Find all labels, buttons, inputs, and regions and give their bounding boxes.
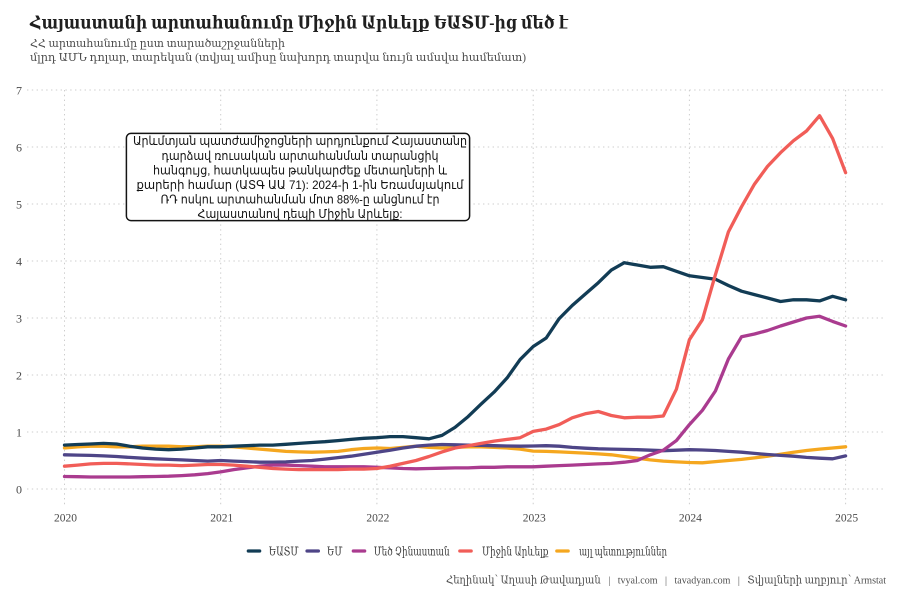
svg-text:Մեծ Չինաստան: Մեծ Չինաստան bbox=[374, 545, 450, 559]
svg-text:Արևմտյան պատժամիջոցների արդյու: Արևմտյան պատժամիջոցների արդյունքում Հայա… bbox=[133, 134, 467, 148]
svg-text:հանգույց, հատկապես թանկարժեք մ: հանգույց, հատկապես թանկարժեք մետաղների և bbox=[153, 163, 447, 177]
svg-text:մլրդ ԱՄՆ դոլար, տարեկան (տվյալ: մլրդ ԱՄՆ դոլար, տարեկան (տվյալ ամիսը նախ… bbox=[30, 52, 526, 64]
svg-text:Հայաստանի արտահանումը Միջին Ար: Հայաստանի արտահանումը Միջին Արևելք ԵԱՏՄ-… bbox=[29, 13, 568, 33]
svg-text:Հեղինակ՝ Աղասի Թավադյան |: Հեղինակ՝ Աղասի Թավադյան | tvyal.com | ta… bbox=[446, 575, 886, 587]
svg-text:ԵՄ: ԵՄ bbox=[327, 545, 343, 559]
svg-text:Հայաստանով դեպի Միջին Արևելք:: Հայաստանով դեպի Միջին Արևելք: bbox=[198, 207, 403, 221]
svg-text:0: 0 bbox=[16, 482, 22, 496]
svg-text:ՌԴ ոսկու արտահանման մոտ 88%-ը: ՌԴ ոսկու արտահանման մոտ 88%-ը անցնում էր bbox=[161, 192, 440, 206]
svg-text:2021: 2021 bbox=[210, 513, 233, 525]
svg-text:դարձավ ռուսական արտահանման տար: դարձավ ռուսական արտահանման տարանցիկ bbox=[162, 149, 439, 163]
svg-text:2022: 2022 bbox=[366, 513, 389, 525]
svg-text:3: 3 bbox=[16, 311, 22, 325]
svg-text:2: 2 bbox=[16, 368, 22, 382]
svg-text:այլ պետություններ: այլ պետություններ bbox=[579, 545, 667, 559]
svg-text:2024: 2024 bbox=[679, 513, 702, 525]
svg-text:2020: 2020 bbox=[54, 513, 77, 525]
svg-text:1: 1 bbox=[16, 425, 22, 439]
svg-text:Միջին Արևելք: Միջին Արևելք bbox=[482, 545, 549, 559]
svg-text:6: 6 bbox=[16, 140, 22, 154]
svg-text:ՀՀ արտահանումը ըստ տարածաշրջան: ՀՀ արտահանումը ըստ տարածաշրջանների bbox=[30, 38, 285, 50]
svg-text:քարերի համար (ԱՏԳ ԱԱ 71): 2024: քարերի համար (ԱՏԳ ԱԱ 71): 2024-ի 1-ին Եռ… bbox=[137, 178, 464, 192]
svg-text:7: 7 bbox=[16, 83, 22, 97]
svg-text:4: 4 bbox=[16, 254, 22, 268]
svg-text:2023: 2023 bbox=[523, 513, 546, 525]
svg-text:2025: 2025 bbox=[835, 513, 858, 525]
svg-text:5: 5 bbox=[16, 197, 22, 211]
svg-text:ԵԱՏՄ: ԵԱՏՄ bbox=[269, 545, 300, 559]
